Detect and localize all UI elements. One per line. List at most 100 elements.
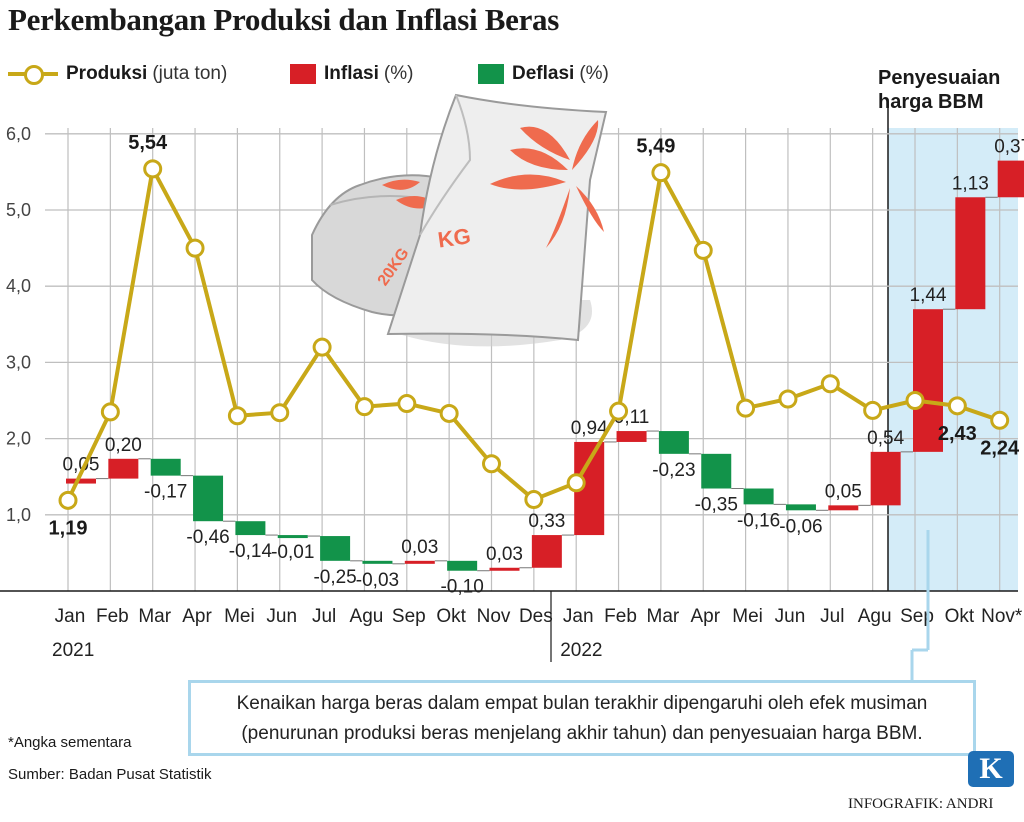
x-tick-label: Okt — [945, 606, 975, 627]
footnote: *Angka sementara — [8, 734, 132, 751]
production-point — [354, 397, 374, 417]
bar-value-label: 0,37 — [994, 137, 1024, 158]
inflation-bars — [66, 160, 1024, 572]
legend-inflasi-name: Inflasi — [324, 63, 379, 84]
production-line-group: 1,19 5,54 5,49 2,432,24 — [49, 132, 1021, 539]
production-value-label: 2,43 — [938, 423, 977, 445]
production-point — [947, 396, 967, 416]
bar-value-label: 0,03 — [401, 537, 438, 558]
deflation-bar — [743, 488, 774, 505]
deflation-bar — [785, 504, 816, 511]
legend-deflasi-swatch — [478, 64, 504, 84]
bar-value-label: 0,05 — [63, 455, 100, 476]
y-tick-label: 5,0 — [6, 200, 31, 220]
bar-value-label: 0,54 — [867, 428, 904, 449]
bar-value-label: -0,17 — [144, 482, 187, 503]
x-tick-label: Sep — [392, 606, 426, 627]
production-point — [482, 454, 501, 474]
publisher-logo: K — [968, 751, 1014, 787]
bar-value-label: -0,35 — [695, 495, 738, 516]
bar-value-label: 1,13 — [952, 173, 989, 194]
deflation-bar — [193, 475, 224, 522]
production-point — [58, 490, 78, 510]
production-point — [693, 240, 713, 260]
y-tick-label: 4,0 — [6, 276, 31, 296]
y-axis-ticks: 1,0 2,0 3,0 4,0 5,0 6,0 — [6, 124, 31, 525]
source-text: Sumber: Badan Pusat Statistik — [8, 766, 212, 783]
inflation-bar — [616, 431, 647, 442]
bar-value-label: -0,03 — [356, 570, 399, 591]
x-tick-label: Agu — [350, 606, 384, 627]
inflation-bar — [997, 160, 1024, 198]
bar-value-label: -0,23 — [652, 460, 695, 481]
y-tick-label: 3,0 — [6, 352, 31, 372]
bar-value-label: -0,25 — [313, 567, 356, 588]
inflation-bar — [66, 478, 96, 484]
production-point — [905, 391, 925, 410]
bar-value-label: 0,33 — [528, 511, 565, 532]
annotation-note: Kenaikan harga beras dalam empat bulan t… — [188, 680, 976, 756]
x-tick-label: Mei — [224, 606, 255, 627]
production-point — [990, 410, 1010, 430]
x-tick-label: Jan — [55, 606, 86, 627]
inflation-bar — [489, 567, 520, 571]
bbm-label-line2: harga BBM — [878, 91, 984, 113]
production-point — [778, 389, 798, 409]
y-tick-label: 1,0 — [6, 505, 31, 525]
deflation-bar — [277, 535, 308, 539]
production-value-label: 1,19 — [49, 517, 88, 539]
inflation-bar — [870, 451, 901, 506]
x-tick-label: Okt — [436, 606, 466, 627]
legend-inflasi-swatch — [290, 64, 316, 84]
production-point — [439, 403, 459, 423]
year-label: 2022 — [560, 640, 602, 661]
bbm-highlight-band — [888, 128, 1018, 591]
bar-value-label: -0,16 — [737, 510, 780, 531]
legend-line-icon — [8, 64, 58, 85]
production-point — [143, 159, 163, 179]
inflation-bar — [955, 197, 986, 310]
x-tick-label: Des — [519, 606, 553, 627]
legend-produksi-name: Produksi — [66, 63, 148, 84]
bar-value-label: -0,10 — [440, 577, 483, 598]
production-point — [524, 490, 544, 510]
deflation-bar — [320, 536, 351, 561]
deflation-bar — [447, 560, 478, 571]
sack-kg-text: KG — [436, 223, 472, 252]
legend-inflasi-unit: (%) — [383, 63, 414, 84]
bar-value-label: 0,05 — [825, 481, 862, 502]
chart-title: Perkembangan Produksi dan Inflasi Beras — [8, 2, 559, 37]
x-tick-label: Jul — [820, 606, 844, 627]
deflation-bar — [658, 431, 689, 454]
rice-sack-illustration: KG 20KG — [311, 93, 608, 347]
x-tick-label: Feb — [96, 606, 129, 627]
bar-value-label: -0,46 — [186, 527, 229, 548]
legend-produksi: Produksi (juta ton) — [8, 62, 227, 86]
bbm-label: Penyesuaian harga BBM — [878, 66, 1000, 114]
x-tick-label: Jun — [266, 606, 297, 627]
x-tick-label: Jul — [312, 606, 336, 627]
production-point — [185, 238, 205, 258]
production-point — [270, 403, 290, 423]
x-tick-label: Mar — [138, 606, 171, 627]
x-tick-label: Mei — [732, 606, 763, 627]
deflation-bar — [701, 453, 732, 489]
legend-deflasi: Deflasi (%) — [478, 62, 609, 86]
y-tick-label: 6,0 — [6, 124, 31, 144]
x-tick-label: Jan — [563, 606, 594, 627]
production-point — [863, 400, 883, 420]
bar-value-label: -0,14 — [229, 541, 273, 562]
legend-inflasi: Inflasi (%) — [290, 62, 413, 86]
x-tick-label: Apr — [690, 606, 720, 627]
inflation-bar — [913, 309, 943, 452]
x-tick-label: Mar — [647, 606, 680, 627]
y-tick-label: 2,0 — [6, 429, 31, 449]
production-point — [566, 473, 586, 493]
bar-value-label: 0,94 — [571, 418, 608, 439]
x-tick-label: Jun — [775, 606, 806, 627]
x-tick-label: Sep — [900, 606, 934, 627]
x-tick-label: Agu — [858, 606, 892, 627]
inflation-bar — [531, 535, 562, 568]
x-tick-label: Apr — [182, 606, 212, 627]
